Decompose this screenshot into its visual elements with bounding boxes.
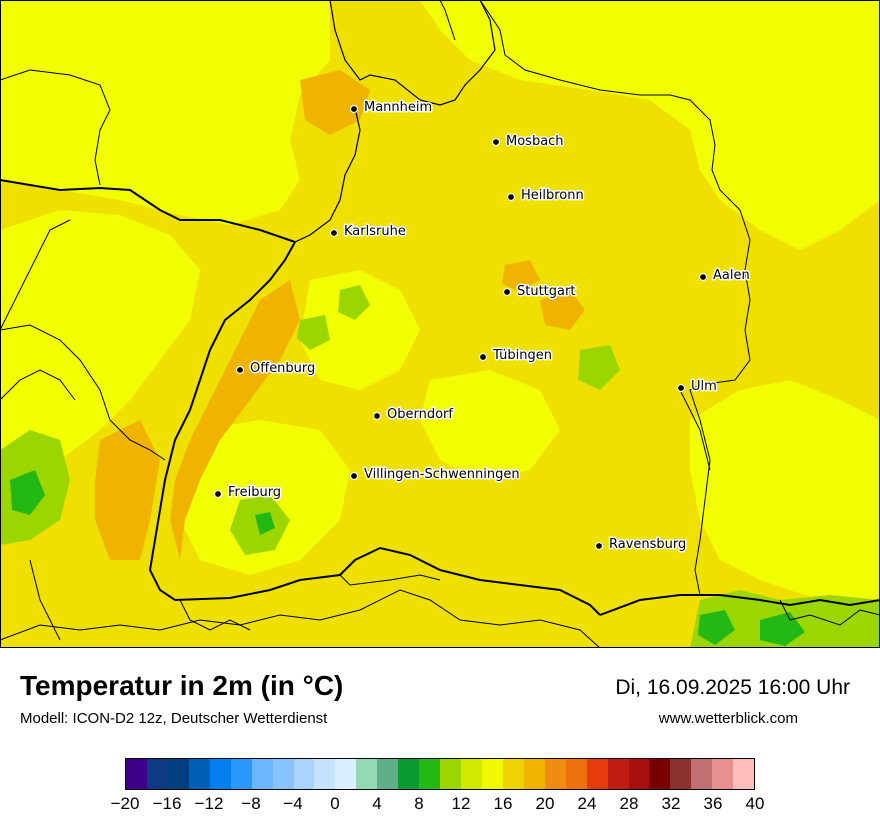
map-canvas: Mannheim Mosbach Heilbronn Karlsruhe Aal… [0,0,880,648]
temperature-zone-8-10 [10,470,805,646]
legend-tick-label: 20 [535,794,555,813]
city-ulm[interactable]: Ulm [676,378,718,396]
legend-swatch [167,759,189,789]
legend-swatch [544,759,566,789]
city-label: Aalen [713,268,750,283]
city-label: Mosbach [506,134,564,149]
city-stuttgart[interactable]: Stuttgart [502,283,577,301]
city-villingen-schwenningen[interactable]: Villingen-Schwenningen [349,466,521,484]
city-dot [506,192,516,202]
model-info: Modell: ICON-D2 12z, Deutscher Wetterdie… [20,710,328,727]
city-label: Tübingen [492,348,552,363]
legend-tick-label: −16 [152,794,182,813]
legend-swatch [188,759,210,789]
city-dot [349,471,359,481]
legend-swatch [293,759,315,789]
legend-swatch [670,759,692,789]
legend-swatch [335,759,357,789]
city-label: Karlsruhe [344,224,406,239]
legend-tick-label: 28 [619,794,639,813]
city-label: Oberndorf [387,407,453,422]
legend-swatch [586,759,608,789]
city-label: Freiburg [228,485,281,500]
color-scale-ticks: −20 −16 −12 −8 −4 0 4 8 12 16 20 24 28 32 36 40 [0,794,880,818]
legend-swatch [419,759,441,789]
city-label: Offenburg [250,361,315,376]
city-dot [698,272,708,282]
legend-swatch [502,759,524,789]
legend-tick-label: 40 [745,794,765,813]
city-dot [235,365,245,375]
legend-swatch [481,759,503,789]
city-mosbach[interactable]: Mosbach [491,133,565,151]
color-scale-legend [125,758,755,790]
legend-swatch [607,759,629,789]
legend-swatch [691,759,713,789]
city-offenburg[interactable]: Offenburg [235,360,317,378]
city-tuebingen[interactable]: Tübingen [478,347,554,365]
city-ravensburg[interactable]: Ravensburg [594,536,688,554]
legend-tick-label: 24 [577,794,597,813]
temperature-zone-18-20 [95,70,585,560]
city-dot [676,383,686,393]
city-dot [213,489,223,499]
legend-swatch [356,759,378,789]
legend-tick-label: −12 [194,794,224,813]
legend-tick-label: −20 [110,794,140,813]
legend-swatch [733,759,755,789]
city-dot [329,228,339,238]
legend-swatch [146,759,168,789]
legend-tick-label: −8 [241,794,261,813]
city-label: Ravensburg [609,537,686,552]
state-borders [0,0,880,648]
legend-swatch [251,759,273,789]
legend-swatch [314,759,336,789]
city-label: Ulm [691,379,717,394]
city-dot [372,411,382,421]
city-heilbronn[interactable]: Heilbronn [506,187,585,205]
legend-swatch [628,759,650,789]
legend-tick-label: 36 [703,794,723,813]
legend-tick-label: 12 [451,794,471,813]
temperature-zone-14-16 [0,0,880,600]
city-aalen[interactable]: Aalen [698,267,751,285]
legend-tick-label: 32 [661,794,681,813]
legend-swatch [649,759,671,789]
legend-tick-label: 4 [372,794,382,813]
city-oberndorf[interactable]: Oberndorf [372,406,455,424]
legend-tick-label: 0 [330,794,340,813]
legend-swatch [209,759,231,789]
legend-swatch [398,759,420,789]
legend-tick-label: −4 [283,794,303,813]
city-dot [491,137,501,147]
website-link[interactable]: www.wetterblick.com [658,710,798,727]
city-markers: Mannheim Mosbach Heilbronn Karlsruhe Aal… [213,99,751,554]
city-label: Villingen-Schwenningen [364,467,520,482]
temperature-map[interactable]: Mannheim Mosbach Heilbronn Karlsruhe Aal… [0,0,880,648]
forecast-datetime: Di, 16.09.2025 16:00 Uhr [615,676,850,699]
legend-tick-label: 8 [414,794,424,813]
legend-swatch [565,759,587,789]
legend-swatch [272,759,294,789]
legend-swatch [523,759,545,789]
city-label: Heilbronn [521,188,584,203]
legend-swatch [126,759,147,789]
legend-tick-label: 16 [493,794,513,813]
city-label: Stuttgart [517,284,575,299]
city-freiburg[interactable]: Freiburg [213,484,283,502]
legend-swatch [230,759,252,789]
legend-swatch [712,759,734,789]
city-dot [502,287,512,297]
city-mannheim[interactable]: Mannheim [349,99,434,117]
city-dot [594,541,604,551]
legend-swatch [440,759,461,789]
map-title: Temperatur in 2m (in °C) [20,670,344,701]
city-karlsruhe[interactable]: Karlsruhe [329,223,407,241]
city-dot [349,104,359,114]
legend-swatch [377,759,399,789]
city-label: Mannheim [364,100,432,115]
city-dot [478,352,488,362]
legend-swatch [461,759,482,789]
